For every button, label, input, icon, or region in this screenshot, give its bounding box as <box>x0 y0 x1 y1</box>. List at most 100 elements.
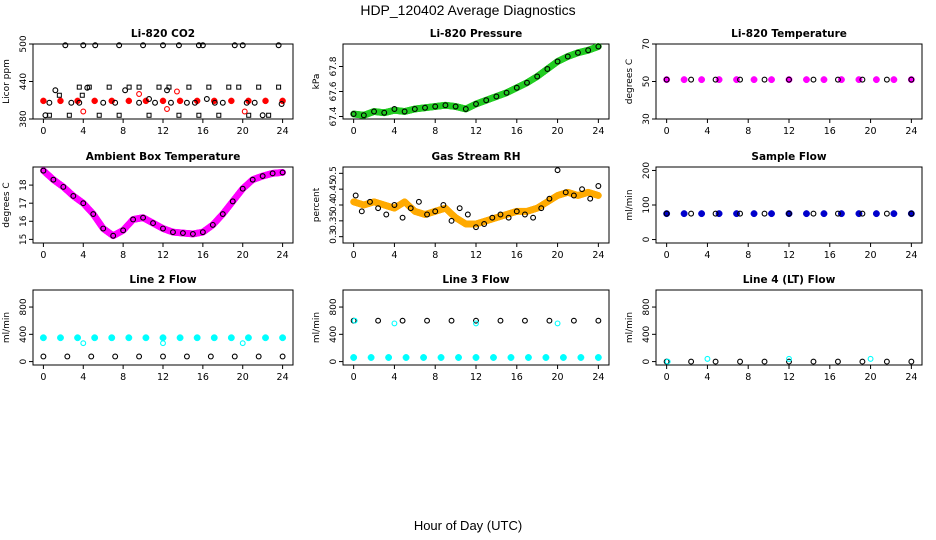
data-point <box>422 104 428 111</box>
x-tick-label: 12 <box>783 126 795 137</box>
x-tick-label: 12 <box>470 250 482 261</box>
x-tick-label: 16 <box>824 372 836 383</box>
panel-title: Line 4 (LT) Flow <box>743 274 836 286</box>
data-point <box>160 340 166 347</box>
data-point <box>279 97 286 105</box>
x-tick-label: 8 <box>432 250 438 261</box>
data-point <box>375 317 382 324</box>
x-tick-label: 12 <box>470 372 482 383</box>
data-point <box>890 76 898 84</box>
data-point <box>437 354 445 361</box>
data-point <box>521 317 528 324</box>
data-point <box>255 353 262 360</box>
data-point <box>750 76 758 84</box>
panel-sample-flow: Sample Flow ml/min 0 4 8 12 16 20 24 0 100 200 <box>625 151 923 261</box>
data-point <box>546 195 553 202</box>
data-point <box>120 227 127 234</box>
data-point <box>810 210 817 217</box>
data-point <box>243 99 250 106</box>
data-point <box>786 358 792 365</box>
data-point <box>399 214 406 221</box>
data-point <box>559 354 567 361</box>
data-point <box>402 354 410 361</box>
data-point <box>872 76 880 84</box>
data-point <box>96 112 102 118</box>
data-point <box>241 108 248 115</box>
data-point <box>562 189 569 196</box>
y-axis-label: ml/min <box>625 189 635 220</box>
x-tick-label: 4 <box>391 250 397 261</box>
data-point <box>229 198 236 205</box>
x-tick-label: 16 <box>197 126 209 137</box>
data-point <box>513 208 520 215</box>
series-1 <box>40 97 286 105</box>
y-tick-label: 400 <box>642 325 652 342</box>
page-title: HDP_120402 Average Diagnostics <box>360 2 576 18</box>
data-point <box>57 97 64 105</box>
data-point <box>391 320 398 327</box>
x-tick-label: 20 <box>552 126 564 137</box>
data-point <box>80 108 87 115</box>
data-point <box>367 198 373 205</box>
y-tick-label: 800 <box>19 298 29 315</box>
y-axis-label: degrees C <box>2 182 12 227</box>
data-point <box>40 353 47 360</box>
data-point <box>698 76 706 84</box>
data-point <box>737 76 744 83</box>
x-tick-label: 4 <box>391 126 397 137</box>
y-tick-label: 17 <box>19 197 29 208</box>
data-point <box>125 97 133 105</box>
data-point <box>130 216 137 223</box>
data-point <box>156 84 162 90</box>
x-tick-label: 12 <box>783 372 795 383</box>
data-point <box>74 334 82 342</box>
data-point <box>577 354 585 361</box>
data-point <box>908 210 915 217</box>
data-point <box>174 88 180 95</box>
data-point <box>262 97 269 105</box>
data-point <box>544 66 551 72</box>
data-point <box>768 76 775 84</box>
x-tick-label: 12 <box>157 250 169 261</box>
data-point <box>663 76 670 83</box>
data-point <box>810 76 817 83</box>
data-point <box>199 42 206 49</box>
data-point <box>554 167 561 174</box>
data-point <box>50 176 57 183</box>
data-point <box>712 358 719 365</box>
y-tick-label: 440 <box>19 73 29 90</box>
series-2 <box>80 340 246 347</box>
data-point <box>594 354 602 361</box>
data-point <box>231 353 238 360</box>
data-point <box>100 99 107 106</box>
data-point <box>810 358 817 365</box>
x-tick-label: 20 <box>865 372 877 383</box>
x-tick-label: 0 <box>664 250 670 261</box>
x-tick-label: 20 <box>865 126 877 137</box>
data-point <box>62 42 69 49</box>
data-point <box>352 192 359 199</box>
data-point <box>424 317 431 324</box>
data-point <box>530 214 537 221</box>
data-point <box>497 211 504 218</box>
data-point <box>140 42 147 49</box>
x-tick-label: 4 <box>704 372 710 383</box>
x-tick-label: 16 <box>511 250 523 261</box>
data-point <box>266 112 272 118</box>
data-point <box>401 108 408 115</box>
data-point <box>160 353 166 360</box>
data-point <box>570 317 577 324</box>
x-tick-label: 12 <box>157 126 169 137</box>
data-point <box>219 99 226 106</box>
data-point <box>91 97 98 105</box>
data-point <box>462 106 469 112</box>
data-point <box>554 320 561 327</box>
data-point <box>883 76 890 83</box>
data-point <box>249 176 256 183</box>
data-point <box>125 334 133 342</box>
x-tick-label: 0 <box>40 250 46 261</box>
x-tick-label: 12 <box>470 126 482 137</box>
data-point <box>227 334 235 342</box>
data-point <box>575 49 581 56</box>
